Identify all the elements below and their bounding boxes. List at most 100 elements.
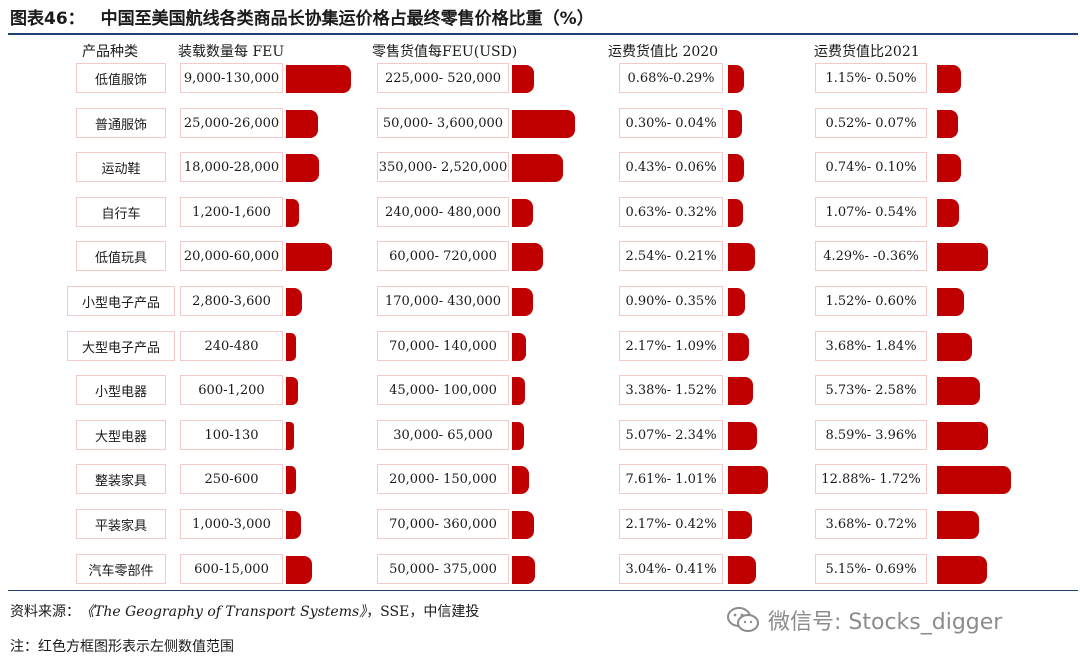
retail-bar <box>512 288 533 316</box>
units-cell: 2,800-3,600 <box>180 286 283 316</box>
watermark-text: 微信号: Stocks_digger <box>768 610 1003 635</box>
retail-cell: 170,000- 430,000 <box>377 286 509 316</box>
ratio-2021-cell: 3.68%- 0.72% <box>815 509 927 539</box>
units-cell: 240-480 <box>180 331 283 361</box>
ratio-2021-cell: 0.52%- 0.07% <box>815 108 927 138</box>
header-units: 装载数量每 FEU <box>178 44 285 60</box>
units-bar <box>286 288 302 316</box>
ratio-2021-bar <box>937 243 988 271</box>
ratio-2020-cell: 2.17%- 0.42% <box>619 509 723 539</box>
retail-bar <box>512 466 529 494</box>
ratio-2021-bar <box>937 377 980 405</box>
ratio-2021-cell: 1.07%- 0.54% <box>815 197 927 227</box>
product-cell: 平装家具 <box>76 509 166 539</box>
ratio-2020-cell: 3.04%- 0.41% <box>619 554 723 584</box>
units-bar <box>286 466 296 494</box>
ratio-2021-bar <box>937 288 964 316</box>
ratio-2021-cell: 5.73%- 2.58% <box>815 375 927 405</box>
ratio-2020-bar <box>728 556 756 584</box>
ratio-2020-cell: 0.30%- 0.04% <box>619 108 723 138</box>
units-bar <box>286 377 298 405</box>
product-cell: 整装家具 <box>76 464 166 494</box>
retail-bar <box>512 65 534 93</box>
header-ratio-2020: 运费货值比 2020 <box>608 44 719 60</box>
units-bar <box>286 154 319 182</box>
retail-cell: 50,000- 3,600,000 <box>377 108 509 138</box>
retail-cell: 60,000- 720,000 <box>377 241 509 271</box>
figure-number: 图表46： <box>10 9 85 29</box>
product-cell: 低值玩具 <box>76 241 166 271</box>
ratio-2020-bar <box>728 288 745 316</box>
product-cell: 小型电器 <box>76 375 166 405</box>
retail-bar <box>512 199 533 227</box>
units-bar <box>286 243 332 271</box>
ratio-2021-cell: 5.15%- 0.69% <box>815 554 927 584</box>
retail-cell: 50,000- 375,000 <box>377 554 509 584</box>
ratio-2020-cell: 0.68%-0.29% <box>619 63 723 93</box>
ratio-2021-bar <box>937 154 961 182</box>
units-cell: 600-15,000 <box>180 554 283 584</box>
retail-cell: 350,000- 2,520,000 <box>377 152 509 182</box>
units-cell: 9,000-130,000 <box>180 63 283 93</box>
ratio-2021-bar <box>937 466 1011 494</box>
ratio-2021-bar <box>937 199 959 227</box>
retail-bar <box>512 511 534 539</box>
header-product: 产品种类 <box>82 44 138 60</box>
ratio-2020-cell: 0.63%- 0.32% <box>619 197 723 227</box>
units-cell: 100-130 <box>180 420 283 450</box>
source-book-title: 《The Geography of Transport Systems》 <box>80 604 367 620</box>
product-cell: 汽车零部件 <box>76 554 166 584</box>
units-bar <box>286 422 294 450</box>
retail-bar <box>512 333 526 361</box>
ratio-2021-cell: 3.68%- 1.84% <box>815 331 927 361</box>
units-cell: 250-600 <box>180 464 283 494</box>
retail-bar <box>512 154 563 182</box>
source-suffix: ，SSE，中信建投 <box>366 604 480 620</box>
ratio-2021-bar <box>937 333 972 361</box>
units-cell: 20,000-60,000 <box>180 241 283 271</box>
retail-cell: 70,000- 140,000 <box>377 331 509 361</box>
ratio-2021-cell: 4.29%- -0.36% <box>815 241 927 271</box>
ratio-2021-cell: 1.15%- 0.50% <box>815 63 927 93</box>
product-cell: 自行车 <box>76 197 166 227</box>
retail-cell: 45,000- 100,000 <box>377 375 509 405</box>
units-cell: 1,000-3,000 <box>180 509 283 539</box>
header-retail: 零售货值每FEU(USD) <box>372 44 518 60</box>
retail-cell: 225,000- 520,000 <box>377 63 509 93</box>
ratio-2020-bar <box>728 333 749 361</box>
product-cell: 小型电子产品 <box>67 286 175 316</box>
bottom-rule <box>8 590 1078 591</box>
retail-cell: 30,000- 65,000 <box>377 420 509 450</box>
ratio-2020-bar <box>728 65 744 93</box>
ratio-2021-cell: 0.74%- 0.10% <box>815 152 927 182</box>
ratio-2021-bar <box>937 422 988 450</box>
ratio-2021-bar <box>937 65 961 93</box>
ratio-2020-cell: 2.17%- 1.09% <box>619 331 723 361</box>
units-bar <box>286 511 301 539</box>
retail-bar <box>512 377 525 405</box>
source-line: 资料来源：《The Geography of Transport Systems… <box>10 601 479 621</box>
ratio-2020-bar <box>728 511 752 539</box>
figure-title-text: 中国至美国航线各类商品长协集运价格占最终零售价格比重（%） <box>100 9 594 29</box>
header-ratio-2021: 运费货值比2021 <box>814 44 920 60</box>
wechat-icon <box>727 607 759 632</box>
ratio-2021-cell: 12.88%- 1.72% <box>815 464 927 494</box>
ratio-2020-cell: 3.38%- 1.52% <box>619 375 723 405</box>
ratio-2021-bar <box>937 511 979 539</box>
product-cell: 普通服饰 <box>76 108 166 138</box>
units-cell: 25,000-26,000 <box>180 108 283 138</box>
ratio-2020-bar <box>728 110 742 138</box>
retail-bar <box>512 110 575 138</box>
ratio-2020-bar <box>728 154 744 182</box>
ratio-2021-cell: 8.59%- 3.96% <box>815 420 927 450</box>
product-cell: 大型电子产品 <box>67 331 175 361</box>
ratio-2020-bar <box>728 422 757 450</box>
units-bar <box>286 199 299 227</box>
ratio-2021-cell: 1.52%- 0.60% <box>815 286 927 316</box>
source-prefix: 资料来源： <box>10 604 80 620</box>
product-cell: 大型电器 <box>76 420 166 450</box>
retail-bar <box>512 422 524 450</box>
units-bar <box>286 333 296 361</box>
ratio-2020-cell: 2.54%- 0.21% <box>619 241 723 271</box>
product-cell: 运动鞋 <box>76 152 166 182</box>
